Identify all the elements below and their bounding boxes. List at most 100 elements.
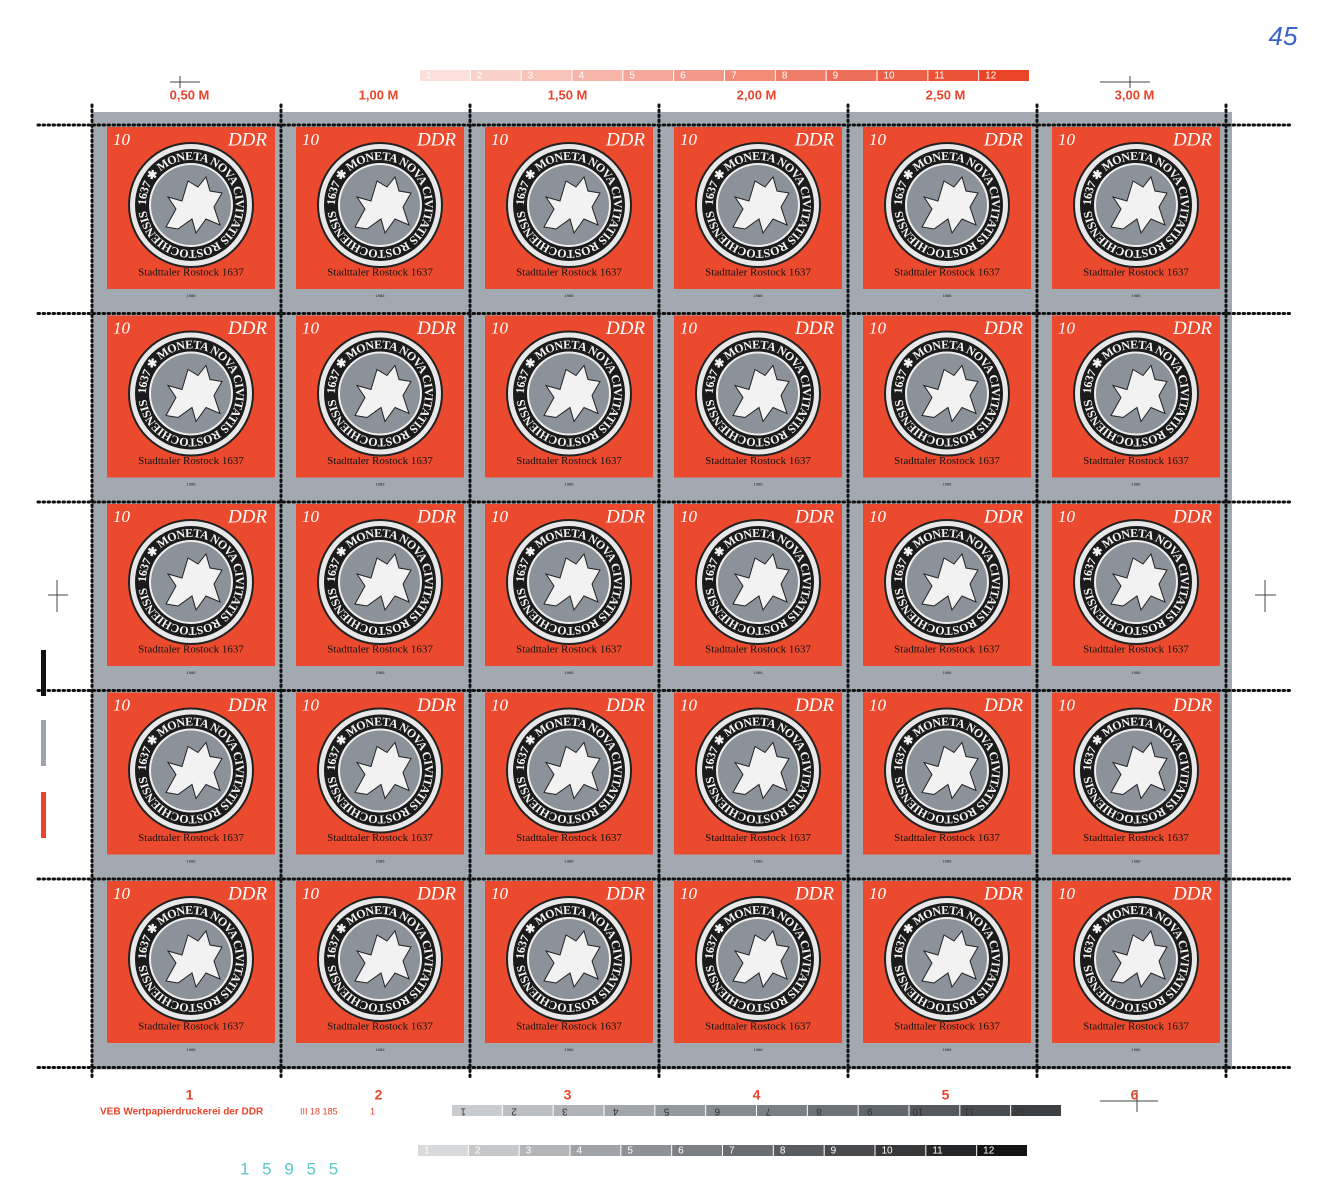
coin-griffin bbox=[165, 741, 223, 800]
top-color-bar-number: 7 bbox=[731, 71, 737, 82]
bottom-color-bar-number: 7 bbox=[729, 1146, 735, 1157]
coin-griffin bbox=[1110, 741, 1168, 800]
plate-number: 1 bbox=[370, 1106, 375, 1116]
coin-griffin bbox=[921, 929, 979, 989]
top-color-bar-segment bbox=[420, 70, 470, 81]
mirrored-grey-bar-segment bbox=[604, 1105, 655, 1116]
stamp-caption: Stadttaler Rostock 1637 bbox=[138, 644, 244, 656]
mirrored-grey-bar-segment bbox=[452, 1105, 502, 1116]
stamp-country: DDR bbox=[605, 695, 645, 716]
stamp-value: 10 bbox=[1058, 507, 1076, 526]
stamp-country: DDR bbox=[227, 318, 267, 339]
serial-number: 1 5 9 5 5 bbox=[240, 1159, 342, 1178]
cumulative-value-label: 1,50 M bbox=[548, 87, 588, 102]
mirrored-grey-bar-number: 2 bbox=[511, 1105, 517, 1116]
coin-griffin bbox=[732, 364, 790, 423]
stamp-value: 10 bbox=[113, 507, 131, 526]
bottom-color-bar-number: 6 bbox=[678, 1146, 684, 1157]
stamp-year: 1986 bbox=[187, 670, 197, 675]
bottom-color-bar-segment bbox=[773, 1145, 824, 1156]
coin-griffin bbox=[354, 552, 412, 612]
stamp-caption: Stadttaler Rostock 1637 bbox=[894, 832, 1000, 844]
coin-griffin bbox=[921, 552, 979, 612]
stamp-value: 10 bbox=[680, 695, 698, 714]
cumulative-value-label: 0,50 M bbox=[170, 87, 210, 102]
coin-griffin bbox=[921, 741, 979, 800]
stamp-value: 10 bbox=[1058, 130, 1076, 149]
stamp-country: DDR bbox=[1172, 129, 1212, 150]
stamp-value: 10 bbox=[302, 507, 320, 526]
cumulative-value-label: 3,00 M bbox=[1115, 87, 1155, 102]
stamp-country: DDR bbox=[1172, 506, 1212, 527]
coin-griffin bbox=[732, 929, 790, 989]
stamp-year: 1986 bbox=[1132, 859, 1142, 864]
mirrored-grey-bar-number: 5 bbox=[663, 1105, 669, 1116]
register-marks bbox=[48, 76, 1276, 1112]
stamp-caption: Stadttaler Rostock 1637 bbox=[1083, 1021, 1189, 1033]
coin-griffin bbox=[1110, 175, 1168, 235]
cumulative-value-label: 2,00 M bbox=[737, 87, 777, 102]
stamp-country: DDR bbox=[227, 129, 267, 150]
cumulative-value-label: 2,50 M bbox=[926, 87, 966, 102]
stamp-country: DDR bbox=[983, 695, 1023, 716]
stamp-value: 10 bbox=[491, 695, 509, 714]
stamp-caption: Stadttaler Rostock 1637 bbox=[138, 832, 244, 844]
stamp-value: 10 bbox=[302, 130, 320, 149]
coin-griffin bbox=[732, 741, 790, 800]
stamp-year: 1986 bbox=[943, 482, 953, 487]
stamp-caption: Stadttaler Rostock 1637 bbox=[894, 1021, 1000, 1033]
coin-griffin bbox=[354, 175, 412, 235]
stamp-value: 10 bbox=[113, 884, 131, 903]
mirrored-grey-bar-segment bbox=[858, 1105, 909, 1116]
stamp-value: 10 bbox=[869, 318, 887, 337]
stamp-year: 1986 bbox=[376, 859, 386, 864]
stamp-country: DDR bbox=[605, 318, 645, 339]
mirrored-grey-bar-number: 11 bbox=[964, 1105, 975, 1116]
handwritten-note: 45 bbox=[1269, 21, 1298, 51]
stamp-country: DDR bbox=[794, 318, 834, 339]
mirrored-grey-bar-segment bbox=[502, 1105, 553, 1116]
stamp-value: 10 bbox=[113, 130, 131, 149]
top-color-bar-segment bbox=[521, 70, 572, 81]
coin-griffin bbox=[543, 364, 601, 423]
printer-name: VEB Wertpapierdruckerei der DDR bbox=[100, 1107, 264, 1118]
stamp-caption: Stadttaler Rostock 1637 bbox=[327, 832, 433, 844]
stamp-country: DDR bbox=[794, 883, 834, 904]
coin-griffin bbox=[1110, 552, 1168, 612]
top-color-bar-number: 4 bbox=[579, 71, 585, 82]
bottom-color-bar-segment bbox=[570, 1145, 621, 1156]
bottom-color-bar-segment bbox=[519, 1145, 570, 1156]
stamp-country: DDR bbox=[605, 506, 645, 527]
black-color-mark bbox=[41, 650, 46, 696]
bottom-color-bar-number: 8 bbox=[780, 1146, 786, 1157]
stamp-caption: Stadttaler Rostock 1637 bbox=[1083, 267, 1189, 279]
stamp-country: DDR bbox=[605, 883, 645, 904]
stamp-country: DDR bbox=[416, 883, 456, 904]
stamp-value: 10 bbox=[1058, 318, 1076, 337]
top-color-bar-segment bbox=[470, 70, 521, 81]
bottom-color-bar-number: 1 bbox=[424, 1146, 430, 1157]
stamp-value: 10 bbox=[302, 318, 320, 337]
red-color-mark bbox=[41, 792, 46, 838]
bottom-color-bar-number: 4 bbox=[577, 1146, 583, 1157]
print-code: III 18 185 bbox=[300, 1106, 338, 1116]
stamp-country: DDR bbox=[227, 883, 267, 904]
top-color-bar-segment bbox=[775, 70, 826, 81]
stamp-year: 1986 bbox=[943, 1047, 953, 1052]
stamp-year: 1986 bbox=[565, 1047, 575, 1052]
